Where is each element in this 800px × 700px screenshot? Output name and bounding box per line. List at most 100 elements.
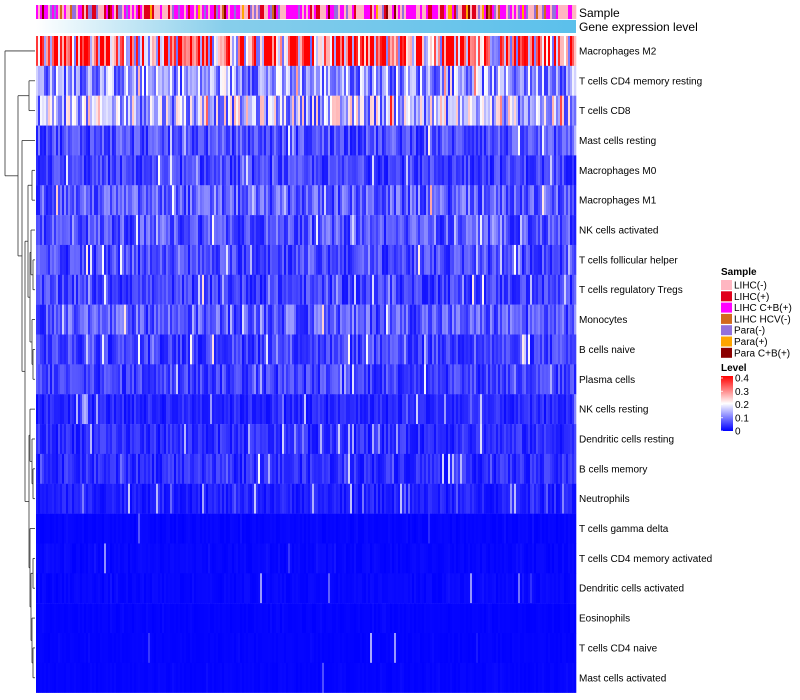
- heatmap-cell: [244, 215, 247, 246]
- heatmap-cell: [474, 483, 477, 514]
- heatmap-cell: [106, 334, 109, 365]
- heatmap-cell: [186, 334, 189, 365]
- heatmap-cell: [464, 394, 467, 425]
- heatmap-cell: [544, 244, 547, 275]
- sample-cell: [396, 5, 399, 19]
- heatmap-cell: [48, 543, 51, 574]
- heatmap-cell: [492, 36, 495, 67]
- heatmap-cell: [350, 394, 353, 425]
- heatmap-cell: [220, 453, 223, 484]
- heatmap-cell: [110, 394, 113, 425]
- heatmap-cell: [548, 334, 551, 365]
- heatmap-cell: [570, 364, 573, 395]
- heatmap-cell: [112, 304, 115, 335]
- heatmap-cell: [150, 185, 153, 216]
- heatmap-cell: [460, 394, 463, 425]
- heatmap-cell: [56, 364, 59, 395]
- heatmap-cell: [176, 424, 179, 455]
- heatmap-cell: [254, 364, 257, 395]
- heatmap-cell: [278, 125, 281, 156]
- heatmap-cell: [284, 304, 287, 335]
- heatmap-cell: [132, 244, 135, 275]
- heatmap-cell: [442, 36, 445, 67]
- heatmap-cell: [314, 185, 317, 216]
- heatmap-cell: [144, 543, 147, 574]
- heatmap-cell: [60, 65, 63, 96]
- heatmap-cell: [182, 274, 185, 305]
- sample-cell: [550, 5, 553, 19]
- heatmap-cell: [460, 334, 463, 365]
- heatmap-cell: [324, 453, 327, 484]
- heatmap-cell: [132, 543, 135, 574]
- heatmap-cell: [394, 513, 397, 544]
- heatmap-cell: [124, 215, 127, 246]
- heatmap-cell: [98, 543, 101, 574]
- heatmap-cell: [462, 36, 465, 67]
- heatmap-cell: [122, 95, 125, 126]
- heatmap-cell: [410, 364, 413, 395]
- heatmap-cell: [86, 185, 89, 216]
- heatmap-cell: [246, 215, 249, 246]
- heatmap-cell: [88, 334, 91, 365]
- heatmap-cell: [210, 274, 213, 305]
- sample-cell: [496, 5, 499, 19]
- heatmap-cell: [376, 155, 379, 186]
- heatmap-cell: [342, 125, 345, 156]
- heatmap-cell: [350, 155, 353, 186]
- heatmap-cell: [464, 453, 467, 484]
- heatmap-cell: [452, 36, 455, 67]
- sample-cell: [378, 5, 381, 19]
- heatmap-cell: [76, 65, 79, 96]
- heatmap-cell: [254, 95, 257, 126]
- heatmap-cell: [164, 185, 167, 216]
- heatmap-cell: [438, 36, 441, 67]
- heatmap-cell: [156, 274, 159, 305]
- heatmap-cell: [516, 244, 519, 275]
- heatmap-cell: [244, 304, 247, 335]
- heatmap-cell: [208, 274, 211, 305]
- heatmap-cell: [74, 65, 77, 96]
- heatmap-cell: [400, 36, 403, 67]
- heatmap-cell: [212, 36, 215, 67]
- heatmap-cell: [384, 394, 387, 425]
- heatmap-cell: [348, 274, 351, 305]
- heatmap-cell: [170, 364, 173, 395]
- heatmap-cell: [464, 304, 467, 335]
- heatmap-cell: [152, 36, 155, 67]
- heatmap-cell: [516, 334, 519, 365]
- heatmap-cell: [382, 215, 385, 246]
- heatmap-cell: [460, 424, 463, 455]
- heatmap-cell: [284, 453, 287, 484]
- heatmap-cell: [368, 483, 371, 514]
- sample-cell: [284, 5, 287, 19]
- heatmap-cell: [300, 65, 303, 96]
- heatmap-cell: [558, 304, 561, 335]
- heatmap-cell: [44, 304, 47, 335]
- heatmap-cell: [132, 453, 135, 484]
- heatmap-row: [36, 483, 577, 514]
- heatmap-cell: [84, 483, 87, 514]
- heatmap-cell: [40, 453, 43, 484]
- heatmap-cell: [520, 244, 523, 275]
- heatmap-cell: [184, 424, 187, 455]
- heatmap-cell: [292, 513, 295, 544]
- heatmap-cell: [406, 334, 409, 365]
- heatmap-cell: [168, 215, 171, 246]
- heatmap-cell: [258, 453, 261, 484]
- heatmap-cell: [574, 394, 577, 425]
- heatmap-cell: [254, 483, 257, 514]
- heatmap-cell: [400, 244, 403, 275]
- heatmap-cell: [56, 483, 59, 514]
- heatmap-cell: [42, 364, 45, 395]
- heatmap-cell: [512, 215, 515, 246]
- heatmap-cell: [260, 453, 263, 484]
- heatmap-cell: [160, 364, 163, 395]
- sample-cell: [52, 5, 55, 19]
- heatmap-cell: [506, 125, 509, 156]
- heatmap-cell: [532, 513, 535, 544]
- sample-cell: [468, 5, 471, 19]
- heatmap-cell: [530, 244, 533, 275]
- heatmap-cell: [170, 95, 173, 126]
- heatmap-cell: [156, 334, 159, 365]
- heatmap-cell: [132, 364, 135, 395]
